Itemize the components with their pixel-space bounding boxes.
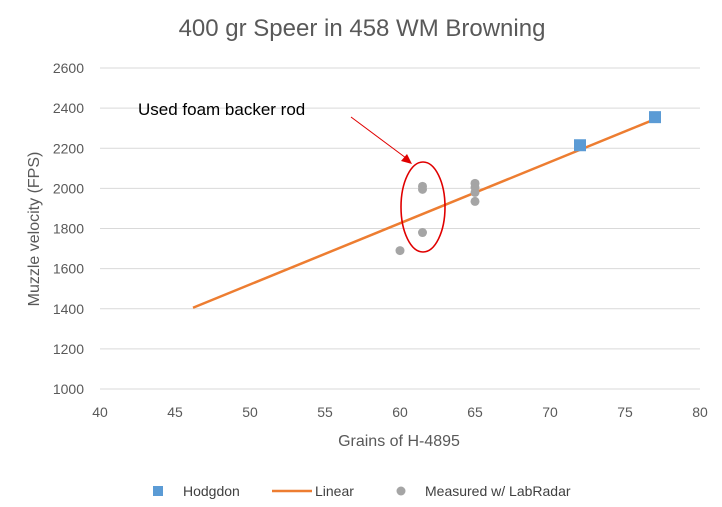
y-tick-label: 2200 — [53, 140, 84, 156]
legend-label-hodgdon: Hodgdon — [183, 483, 240, 499]
chart-title: 400 gr Speer in 458 WM Browning — [179, 15, 546, 42]
annotation-arrow-head — [401, 154, 412, 164]
x-tick-label: 60 — [392, 404, 408, 420]
x-tick-label: 55 — [317, 404, 333, 420]
data-point-measured — [395, 246, 405, 256]
x-axis-title: Grains of H-4895 — [338, 433, 460, 450]
x-tick-label: 50 — [242, 404, 258, 420]
annotation-text: Used foam backer rod — [138, 100, 305, 119]
y-axis-ticks: 1000 1200 1400 1600 1800 2000 2200 2400 2600 — [53, 60, 84, 397]
x-tick-label: 40 — [92, 404, 108, 420]
gridlines — [100, 67, 700, 350]
data-point-hodgdon — [574, 139, 586, 152]
y-tick-label: 2600 — [53, 60, 84, 76]
x-tick-label: 70 — [542, 404, 558, 420]
legend: Hodgdon Linear Measured w/ LabRadar — [153, 483, 571, 499]
y-tick-label: 1800 — [53, 221, 84, 237]
data-point-measured — [418, 228, 427, 238]
legend-marker-measured — [396, 486, 406, 496]
y-axis-title: Muzzle velocity (FPS) — [26, 152, 43, 307]
data-point-hodgdon — [649, 111, 661, 124]
x-tick-label: 75 — [617, 404, 633, 420]
x-tick-label: 45 — [167, 404, 183, 420]
data-point-measured — [470, 196, 480, 206]
x-tick-label: 80 — [692, 404, 708, 420]
y-tick-label: 1200 — [53, 341, 84, 357]
y-tick-label: 1600 — [53, 261, 84, 277]
x-axis-ticks: 40 45 50 55 60 65 70 75 80 — [92, 404, 708, 420]
y-tick-label: 1400 — [53, 301, 84, 317]
data-point-measured — [470, 178, 480, 188]
legend-label-linear: Linear — [315, 483, 354, 499]
y-tick-label: 2400 — [53, 100, 84, 116]
data-point-measured — [418, 181, 427, 191]
legend-label-measured: Measured w/ LabRadar — [425, 483, 571, 499]
annotation-ellipse — [400, 161, 446, 253]
legend-marker-hodgdon — [153, 486, 163, 496]
y-tick-label: 1000 — [53, 381, 84, 397]
annotation: Used foam backer rod — [138, 100, 446, 253]
y-tick-label: 2000 — [53, 180, 84, 196]
annotation-arrow — [350, 116, 407, 159]
x-tick-label: 65 — [467, 404, 483, 420]
series-layer — [192, 111, 661, 309]
